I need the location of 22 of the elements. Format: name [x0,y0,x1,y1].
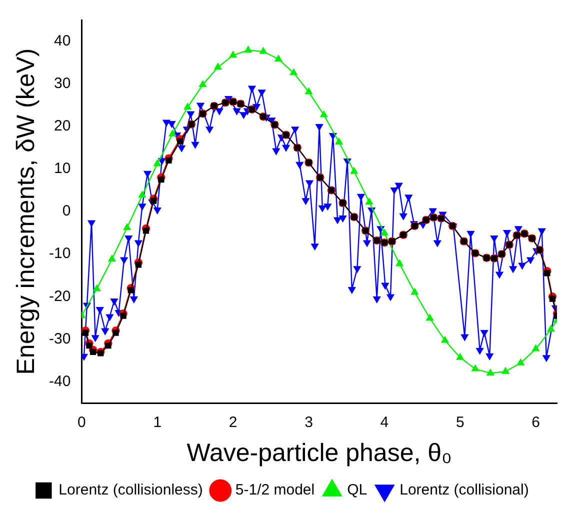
y-tick-label: -10 [48,245,71,262]
legend-label: QL [347,482,368,499]
y-tick-label: 0 [62,202,71,220]
y-tick-label: 20 [54,118,71,135]
x-tick-label: 3 [304,414,313,432]
legend-label: Lorentz (collisionless) [58,482,203,499]
x-tick-label: 1 [153,414,162,432]
y-tick-label: 40 [54,32,71,50]
x-tick-label: 4 [380,414,389,432]
legend-label: 5-1/2 model [235,482,315,499]
x-tick-label: 6 [532,414,540,432]
y-tick-label: -30 [48,330,71,348]
legend-label: Lorentz (collisional) [400,482,529,499]
y-tick-label: 30 [54,74,71,92]
y-tick-label: -20 [48,288,71,305]
x-tick-label: 2 [228,414,238,432]
y-axis-title: Energy increments, δW (keV) [12,48,40,375]
x-tick-label: 0 [78,414,86,432]
y-tick-label: 10 [54,160,71,178]
y-tick-label: -40 [48,372,71,390]
x-axis-title: Wave-particle phase, θ₀ [186,438,452,467]
x-tick-label: 5 [456,414,464,432]
